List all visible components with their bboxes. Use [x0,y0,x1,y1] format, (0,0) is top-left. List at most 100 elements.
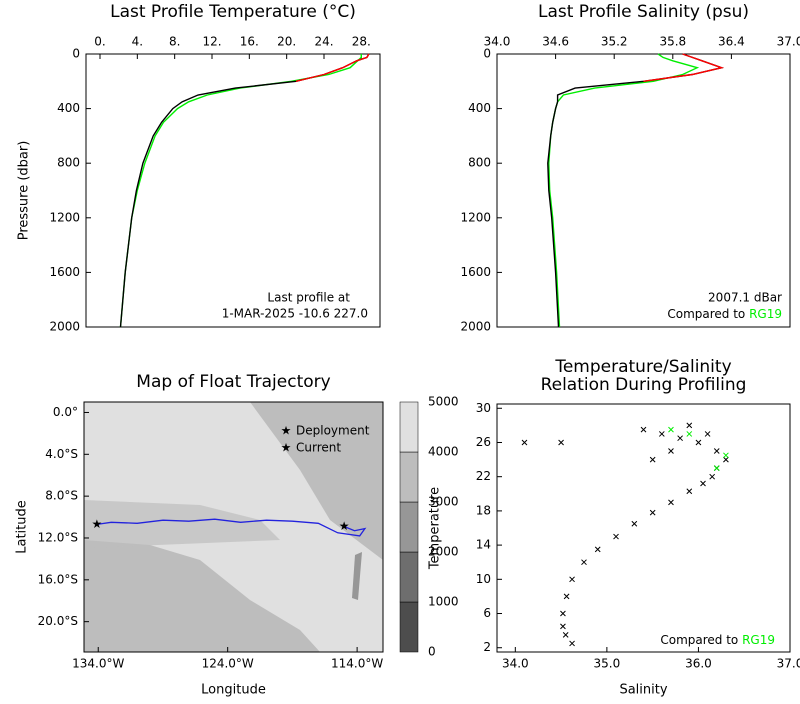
point [723,456,729,463]
x-tick-label: 114.0°W [331,657,383,671]
position-star: ★ [92,517,103,531]
y-tick-label: 0 [483,47,491,61]
x-tick-label: 8. [169,35,180,49]
point [695,439,702,446]
point [563,593,570,600]
profile-line [547,53,725,328]
y-axis-title: Pressure (dbar) [17,141,32,241]
annotation: Compared to RG19 [667,307,782,321]
plot-frame [85,53,381,328]
point [581,559,587,566]
profile-line [643,53,725,82]
point [613,533,619,540]
legend-star: ★ [281,441,292,455]
x-tick-label: 16. [240,35,259,49]
y-tick-label: 30 [476,401,491,415]
y-tick-label: 16.0°S [38,572,78,586]
point [709,473,716,480]
x-axis-title: Salinity [619,683,667,698]
x-tick-label: 20. [277,35,296,49]
colorbar-bin [399,601,419,653]
x-tick-label: 36.4 [718,35,745,49]
profile-line [119,54,362,328]
colorbar-bin [399,451,419,503]
point [677,435,683,442]
y-tick-label: 800 [468,156,491,170]
point [569,576,575,583]
y-tick-label: 20.0°S [38,614,78,628]
plot-frame [496,403,791,653]
legend-label: Current [296,441,341,455]
point [594,546,601,553]
annotation: 1-MAR-2025 -10.6 227.0 [222,307,368,321]
chart-title: Temperature/Salinity [554,357,731,377]
point [569,640,575,647]
x-tick-label: 37.0 [777,35,800,49]
point [723,452,729,459]
x-tick-label: 34.6 [542,35,569,49]
y-tick-label: 0.0° [53,405,78,419]
reference-name: RG19 [749,307,782,321]
x-tick-label: 37.0 [777,657,800,671]
y-tick-label: 8.0°S [45,489,78,503]
x-tick-label: 28. [352,35,371,49]
colorbar-label: 5000 [428,395,459,409]
point [560,610,566,617]
y-tick-label: 22 [476,469,491,483]
point [686,488,693,495]
annotation-text: Compared to [660,633,738,647]
point [649,509,656,516]
position-star: ★ [339,519,350,533]
trajectory [96,518,367,537]
chart-title: Map of Float Trajectory [136,372,330,392]
colorbar-bin [399,551,419,603]
point [668,448,674,454]
point [704,431,711,437]
x-tick-label: 134.0°W [72,657,124,671]
plot-frame [496,53,791,328]
y-tick-label: 26 [476,435,491,449]
point [649,456,656,463]
colorbar-label: 4000 [428,445,459,459]
chart-title: Last Profile Temperature (°C) [110,2,356,22]
x-tick-label: 24. [314,35,333,49]
profile-line [295,53,370,82]
x-tick-label: 36.0 [685,657,712,671]
y-tick-label: 0 [72,47,80,61]
colorbar-label: 1000 [428,595,459,609]
colorbar-label: 0 [428,645,436,659]
annotation-text: Compared to [667,307,745,321]
colorbar-bin [399,501,419,553]
point [562,632,569,638]
x-tick-label: 34.0 [502,657,529,671]
point [658,431,665,437]
x-tick-label: 0. [94,35,105,49]
y-tick-label: 6 [483,606,491,620]
annotation: 2007.1 dBar [708,291,782,305]
point [668,499,674,506]
point [631,520,638,527]
x-tick-label: 35.2 [601,35,628,49]
y-tick-label: 400 [468,101,491,115]
x-tick-label: 35.8 [659,35,686,49]
point [700,480,706,487]
y-tick-label: 1600 [460,265,491,279]
point [686,431,693,437]
y-tick-label: 18 [476,503,491,517]
x-axis-title: Longitude [201,683,266,698]
colorbar-label: 2000 [428,545,459,559]
colorbar-bin [399,401,419,453]
y-tick-label: 2 [483,640,491,654]
annotation: Last profile at [267,291,350,305]
y-tick-label: 1600 [49,265,80,279]
point [686,422,693,429]
legend-star: ★ [281,424,292,438]
plot-frame [83,401,384,653]
y-tick-label: 14 [476,538,491,552]
point [713,448,720,454]
point [560,623,566,630]
y-tick-label: 2000 [460,320,491,334]
x-tick-label: 34.0 [484,35,511,49]
y-tick-label: 1200 [49,210,80,224]
